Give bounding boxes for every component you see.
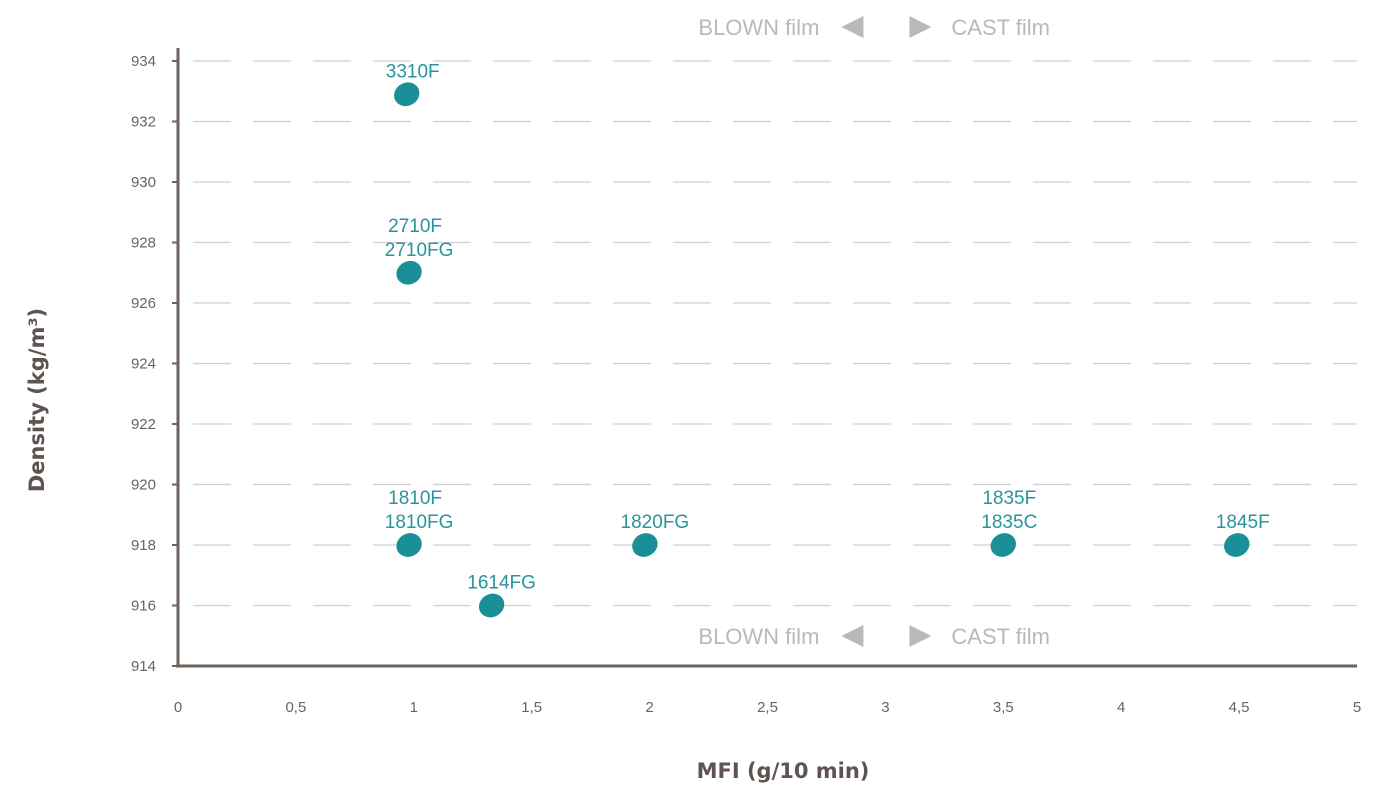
point-label-1810FG: 1810FG — [385, 512, 454, 533]
data-points: 3310F 2710F 2710FG 1810F 1810FG 1614FG 1820FG 1… — [385, 61, 1270, 618]
y-axis-title: Density (kg/m³) — [25, 308, 49, 492]
data-point-1820FG — [632, 533, 658, 557]
axes — [172, 48, 1357, 668]
x-tick-label-4,5: 4,5 — [1229, 699, 1250, 716]
x-tick-label-3: 3 — [881, 699, 889, 716]
y-tick-label-914: 914 — [131, 658, 156, 675]
y-tick-label-934: 934 — [131, 53, 156, 70]
region-labels: BLOWN film CAST film BLOWN film CAST film — [698, 15, 1050, 649]
x-axis-title: MFI (g/10 min) — [697, 759, 870, 783]
x-tick-label-3,5: 3,5 — [993, 699, 1014, 716]
cast-film-label-top: CAST film — [951, 15, 1050, 40]
data-point-3310F — [394, 82, 420, 107]
x-tick-label-1,5: 1,5 — [521, 699, 542, 716]
point-label-1835F: 1835F — [982, 488, 1036, 509]
y-tick-label-926: 926 — [131, 295, 156, 312]
arrow-left-icon — [841, 16, 864, 38]
y-tick-label-920: 920 — [131, 477, 156, 494]
data-point-1835F — [990, 533, 1016, 557]
y-tick-label-928: 928 — [131, 235, 156, 252]
blown-film-label-top: BLOWN film — [698, 15, 819, 40]
x-tick-label-5: 5 — [1353, 699, 1361, 716]
point-label-2710F: 2710F — [388, 216, 442, 237]
y-tick-label-924: 924 — [131, 356, 156, 373]
point-label-1614FG: 1614FG — [467, 573, 536, 594]
x-tick-label-1: 1 — [410, 699, 418, 716]
y-tick-label-922: 922 — [131, 416, 156, 433]
arrow-left-icon — [841, 625, 864, 647]
x-tick-label-0: 0 — [174, 699, 182, 716]
y-tick-label-930: 930 — [131, 174, 156, 191]
data-point-1614FG — [478, 593, 505, 618]
x-tick-label-0,5: 0,5 — [285, 699, 306, 716]
point-label-1820FG: 1820FG — [621, 512, 690, 533]
y-tick-label-918: 918 — [131, 537, 156, 554]
x-tick-label-2,5: 2,5 — [757, 699, 778, 716]
tick-labels: 914 916 918 920 922 924 926 928 930 932 934 0 0,5 1 1,… — [131, 53, 1361, 716]
x-tick-label-4: 4 — [1117, 699, 1125, 716]
x-tick-label-2: 2 — [645, 699, 653, 716]
point-label-1845F: 1845F — [1216, 512, 1270, 533]
data-point-1810F — [396, 533, 422, 557]
cast-film-label-bottom: CAST film — [951, 624, 1050, 649]
point-label-2710FG: 2710FG — [385, 240, 454, 261]
arrow-right-icon — [909, 625, 932, 647]
y-tick-label-916: 916 — [131, 598, 156, 615]
point-label-1810F: 1810F — [388, 488, 442, 509]
data-point-1845F — [1224, 533, 1250, 557]
data-point-2710F — [396, 260, 422, 285]
point-label-1835C: 1835C — [981, 512, 1037, 533]
y-tick-label-932: 932 — [131, 114, 156, 131]
arrow-right-icon — [909, 16, 932, 38]
grid-lines — [187, 60, 1357, 607]
point-label-3310F: 3310F — [386, 61, 440, 82]
blown-film-label-bottom: BLOWN film — [698, 624, 819, 649]
